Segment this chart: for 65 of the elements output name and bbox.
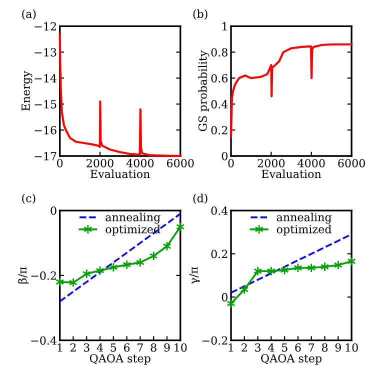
legend-label: optimized bbox=[106, 224, 160, 236]
x-tick-label: 4000 bbox=[298, 158, 325, 168]
x-tick-label: 7 bbox=[138, 343, 143, 352]
legend-label: annealing bbox=[276, 212, 332, 224]
y-axis-title: β/π bbox=[18, 267, 29, 284]
x-axis-title: QAOA step bbox=[90, 354, 150, 365]
x-tick-label: 3 bbox=[255, 343, 261, 352]
x-tick-label: 2 bbox=[242, 343, 247, 352]
x-axis-title: QAOA step bbox=[261, 354, 322, 365]
x-tick-label: 10 bbox=[346, 343, 358, 352]
line-series bbox=[58, 212, 182, 302]
y-axis-title: γ/π bbox=[189, 266, 200, 284]
x-tick-label: 5 bbox=[110, 343, 116, 352]
x-tick-label: 0 bbox=[228, 158, 234, 168]
y-tick-label: −0.2 bbox=[31, 271, 56, 280]
y-tick-label: −17 bbox=[34, 152, 56, 160]
y-tick-label: −16 bbox=[34, 126, 56, 134]
x-tick-label: 6 bbox=[124, 343, 130, 352]
y-tick-label: −15 bbox=[34, 100, 56, 108]
y-tick-label: 0.4 bbox=[211, 100, 228, 108]
x-tick-label: 4 bbox=[96, 343, 103, 352]
y-tick-label: 0.2 bbox=[211, 126, 228, 134]
x-axis-title: Evaluation bbox=[90, 170, 150, 178]
y-tick-label: 0 bbox=[222, 293, 228, 302]
y-tick-label: 0.2 bbox=[211, 250, 228, 258]
y-tick-label: 0.6 bbox=[211, 74, 228, 82]
x-tick-label: 8 bbox=[322, 343, 328, 352]
y-tick-label: 0 bbox=[50, 206, 56, 215]
x-tick-label: 5 bbox=[282, 343, 288, 352]
x-tick-label: 8 bbox=[150, 343, 156, 352]
x-tick-label: 3 bbox=[84, 343, 90, 352]
x-tick-label: 1 bbox=[58, 343, 62, 352]
y-tick-label: 0 bbox=[222, 152, 228, 160]
x-tick-label: 6000 bbox=[338, 158, 365, 168]
y-axis-title: Energy bbox=[22, 70, 32, 111]
y-tick-label: 0.8 bbox=[211, 48, 228, 57]
line-series bbox=[230, 43, 353, 138]
x-tick-label: 4 bbox=[268, 343, 274, 352]
x-tick-label: 6000 bbox=[166, 158, 194, 168]
y-axis-title: GS probability bbox=[198, 50, 210, 132]
y-tick-label: −12 bbox=[34, 22, 56, 30]
y-tick-label: 0.4 bbox=[211, 206, 228, 215]
x-tick-label: 9 bbox=[164, 343, 170, 352]
x-tick-label: 4000 bbox=[126, 158, 154, 168]
x-tick-label: 2000 bbox=[258, 158, 285, 168]
y-tick-label: 1 bbox=[222, 22, 227, 30]
y-tick-label: −0.4 bbox=[31, 336, 57, 345]
x-tick-label: 10 bbox=[174, 343, 187, 352]
legend-label: optimized bbox=[276, 224, 332, 236]
x-tick-label: 0 bbox=[57, 158, 63, 168]
x-tick-label: 2000 bbox=[86, 158, 114, 168]
y-tick-label: −14 bbox=[34, 74, 56, 82]
chart-title: (c) bbox=[22, 194, 36, 204]
x-tick-label: 7 bbox=[308, 343, 314, 352]
x-tick-label: 2 bbox=[70, 343, 76, 352]
y-tick-label: −0.2 bbox=[202, 336, 228, 345]
chart-title: (d) bbox=[193, 194, 208, 204]
legend-label: annealing bbox=[106, 212, 160, 224]
chart-title: (a) bbox=[22, 9, 36, 20]
y-tick-label: −13 bbox=[34, 48, 56, 57]
x-axis-title: Evaluation bbox=[262, 170, 322, 178]
chart-title: (b) bbox=[193, 9, 208, 20]
point bbox=[82, 268, 91, 279]
x-tick-label: 9 bbox=[335, 343, 341, 352]
x-tick-label: 6 bbox=[295, 343, 301, 352]
